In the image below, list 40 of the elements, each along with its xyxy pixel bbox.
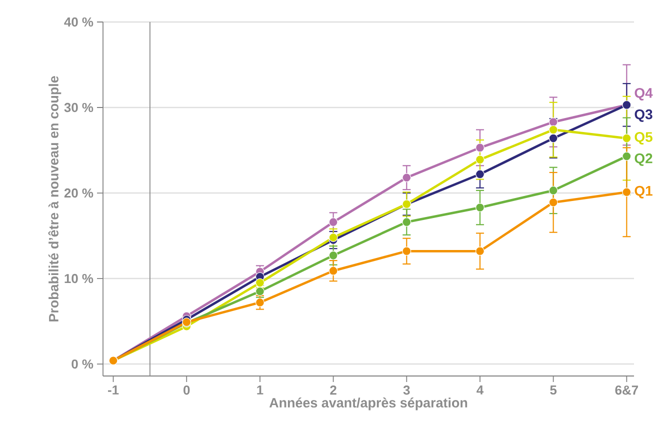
series-label: Q3 <box>634 109 652 122</box>
point <box>328 266 338 276</box>
x-tick-label: 6&7 <box>615 386 638 395</box>
y-tick-label: 10 % <box>64 274 94 284</box>
y-tick-label: 40 % <box>64 17 94 27</box>
x-tick-label: 2 <box>330 386 336 395</box>
point <box>622 134 632 143</box>
point <box>402 218 412 227</box>
y-tick-label: 0 % <box>72 359 94 369</box>
point <box>475 246 484 256</box>
point <box>255 298 264 307</box>
x-axis-title: Années avant/après séparation <box>269 398 468 410</box>
point <box>475 203 484 212</box>
x-tick-label: 0 <box>184 386 190 395</box>
point <box>548 198 558 207</box>
point <box>548 125 558 134</box>
point <box>328 218 338 227</box>
point <box>255 278 264 288</box>
series-label: Q1 <box>634 186 652 198</box>
x-tick-label: 3 <box>403 386 410 395</box>
point <box>402 246 412 256</box>
series-label: Q4 <box>634 88 653 100</box>
point <box>475 170 484 179</box>
point <box>548 186 558 195</box>
series-label: Q2 <box>634 153 652 166</box>
y-tick-label: 20 % <box>64 188 94 198</box>
y-tick-label: 30 % <box>64 102 94 112</box>
point <box>475 143 484 152</box>
point <box>402 173 412 182</box>
x-tick-label: 4 <box>476 386 484 394</box>
point <box>475 155 484 164</box>
series-label: Q5 <box>634 132 652 145</box>
point <box>622 188 632 197</box>
point <box>548 134 558 143</box>
y-axis-title: Probabilité d’être à nouveau en couple <box>48 76 62 322</box>
x-tick-label: 1 <box>257 386 264 394</box>
x-tick-label: -1 <box>108 386 119 394</box>
x-tick-label: 5 <box>550 386 557 395</box>
point <box>622 152 632 161</box>
point <box>328 250 338 260</box>
